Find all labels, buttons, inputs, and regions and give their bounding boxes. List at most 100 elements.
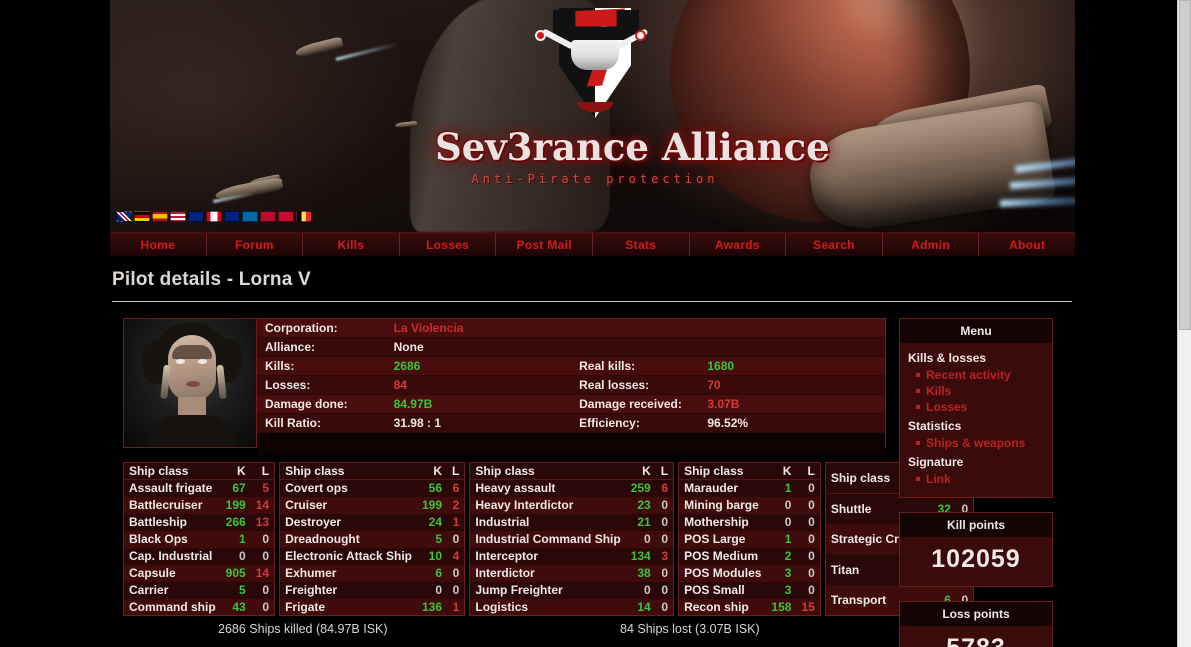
left-column: Corporation: La Violencia Alliance: None…: [123, 318, 975, 636]
site-logo[interactable]: Sev3rance Alliance Anti-Pirate protectio…: [435, 6, 830, 206]
flag-usa[interactable]: [170, 211, 186, 222]
ship-table-row: Industrial 21 0: [469, 513, 674, 531]
ship-class-losses: 0: [655, 496, 674, 514]
ship-table-header-kills: K: [766, 462, 797, 480]
ship-class-kills: 2: [766, 547, 797, 565]
flag-denmark[interactable]: [278, 211, 294, 222]
nav-losses[interactable]: Losses: [400, 233, 497, 256]
menu-link-recent-activity[interactable]: Recent activity: [916, 367, 1044, 383]
kill-points-value: 102059: [900, 537, 1052, 586]
ship-class-kills: 136: [416, 598, 448, 616]
flag-australia[interactable]: [224, 211, 240, 222]
ship-class-table-3: Ship class K L Heavy assault 259 6 Heavy Inter…: [469, 462, 675, 616]
ship-class-losses: 0: [250, 547, 275, 565]
flag-belgium[interactable]: [296, 211, 312, 222]
ship-class-name: Freighter: [279, 581, 417, 599]
ship-table-row: Heavy assault 259 6: [469, 479, 674, 497]
info-label-damage-received: Damage received:: [571, 394, 700, 414]
menu-link-losses[interactable]: Losses: [916, 399, 1044, 415]
ship-class-name: Interdictor: [469, 564, 626, 582]
info-value-corporation[interactable]: La Violencia: [385, 319, 885, 338]
ship-class-name: Jump Freighter: [469, 581, 626, 599]
info-row-kills: Kills: 2686 Real kills: 1680: [257, 356, 885, 376]
flag-canada[interactable]: [206, 211, 222, 222]
nav-home[interactable]: Home: [110, 233, 207, 256]
ship-class-losses: 3: [655, 547, 674, 565]
ship-class-losses: 0: [796, 564, 821, 582]
scrollbar-thumb[interactable]: [1179, 0, 1191, 330]
ship-class-losses: 14: [250, 496, 275, 514]
page-scrollbar[interactable]: [1177, 0, 1191, 647]
info-value-real-kills: 1680: [699, 356, 885, 376]
flag-norway[interactable]: [260, 211, 276, 222]
ship-table-row: Battlecruiser 199 14: [123, 496, 275, 514]
ship-class-kills: 10: [416, 547, 448, 565]
ship-table-header-class: Ship class: [469, 462, 626, 480]
info-row-losses: Losses: 84 Real losses: 70: [257, 375, 885, 395]
info-row-alliance: Alliance: None: [257, 337, 885, 357]
ship-class-kills: 905: [220, 564, 251, 582]
ship-class-kills: 1: [220, 530, 251, 548]
ship-class-name: POS Large: [678, 530, 767, 548]
ship-class-kills: 43: [220, 598, 251, 616]
page-title: Pilot details - Lorna V: [112, 269, 311, 290]
ship-class-name: Industrial: [469, 513, 626, 531]
ship-class-name: Electronic Attack Ship: [279, 547, 417, 565]
ship-class-name: Logistics: [469, 598, 626, 616]
flag-spain[interactable]: [152, 211, 168, 222]
flag-new-zealand[interactable]: [188, 211, 204, 222]
language-flags[interactable]: [116, 211, 312, 222]
site-banner: Sev3rance Alliance Anti-Pirate protectio…: [110, 0, 1075, 232]
ship-class-name: Battlecruiser: [123, 496, 221, 514]
nav-search[interactable]: Search: [786, 233, 883, 256]
pilot-info-table: Corporation: La Violencia Alliance: None…: [257, 319, 885, 455]
ship-table-row: Capsule 905 14: [123, 564, 275, 582]
ship-class-name: Black Ops: [123, 530, 221, 548]
ship-class-name: Interceptor: [469, 547, 626, 565]
nav-kills[interactable]: Kills: [303, 233, 400, 256]
ship-class-losses: 0: [447, 564, 465, 582]
ship-class-kills: 3: [766, 564, 797, 582]
menu-group-title: Kills & losses: [908, 351, 987, 365]
nav-post-mail[interactable]: Post Mail: [496, 233, 593, 256]
nav-about[interactable]: About: [1009, 238, 1046, 252]
ship-class-name: Heavy Interdictor: [469, 496, 626, 514]
ship-table-row: POS Modules 3 0: [678, 564, 821, 582]
menu-link-link[interactable]: Link: [916, 471, 1044, 487]
menu-link-kills[interactable]: Kills: [916, 383, 1044, 399]
info-value-damage-done: 84.97B: [385, 394, 572, 414]
ship-class-table-1: Ship class K L Assault frigate 67 5 Battlecrui…: [123, 462, 276, 616]
page-title-area: Pilot details - Lorna V: [110, 257, 1075, 302]
info-label-efficiency: Efficiency:: [571, 413, 700, 433]
info-row-ratio: Kill Ratio: 31.98 : 1 Efficiency: 96.52%: [257, 413, 885, 433]
ship-class-name: Cruiser: [279, 496, 417, 514]
ship-table-row: Frigate 136 1: [279, 598, 465, 616]
ship-class-losses: 1: [447, 598, 465, 616]
ship-table-row: Marauder 1 0: [678, 479, 821, 497]
ship-class-kills: 21: [625, 513, 656, 531]
ship-class-losses: 0: [655, 564, 674, 582]
ship-class-name: Frigate: [279, 598, 417, 616]
ship-class-losses: 0: [796, 479, 821, 497]
nav-forum[interactable]: Forum: [207, 233, 304, 256]
info-label-corporation: Corporation:: [257, 319, 386, 338]
logo-subtitle: Anti-Pirate protection: [471, 172, 719, 186]
ship-class-kills: 0: [766, 496, 797, 514]
ship-class-kills: 14: [625, 598, 656, 616]
nav-admin[interactable]: Admin: [883, 233, 980, 256]
info-value-alliance: None: [385, 337, 885, 357]
ship-class-name: Assault frigate: [123, 479, 221, 497]
flag-sweden[interactable]: [242, 211, 258, 222]
menu-link-ships-weapons[interactable]: Ships & weapons: [916, 435, 1044, 451]
flag-germany[interactable]: [134, 211, 150, 222]
ship-table-row: POS Small 3 0: [678, 581, 821, 599]
info-value-kill-ratio: 31.98 : 1: [385, 413, 572, 433]
nav-awards[interactable]: Awards: [690, 233, 787, 256]
info-row-damage: Damage done: 84.97B Damage received: 3.0…: [257, 394, 885, 414]
nav-stats[interactable]: Stats: [593, 233, 690, 256]
ship-class-kills: 158: [766, 598, 797, 616]
flag-uk[interactable]: [116, 211, 132, 222]
ship-class-kills: 134: [625, 547, 656, 565]
